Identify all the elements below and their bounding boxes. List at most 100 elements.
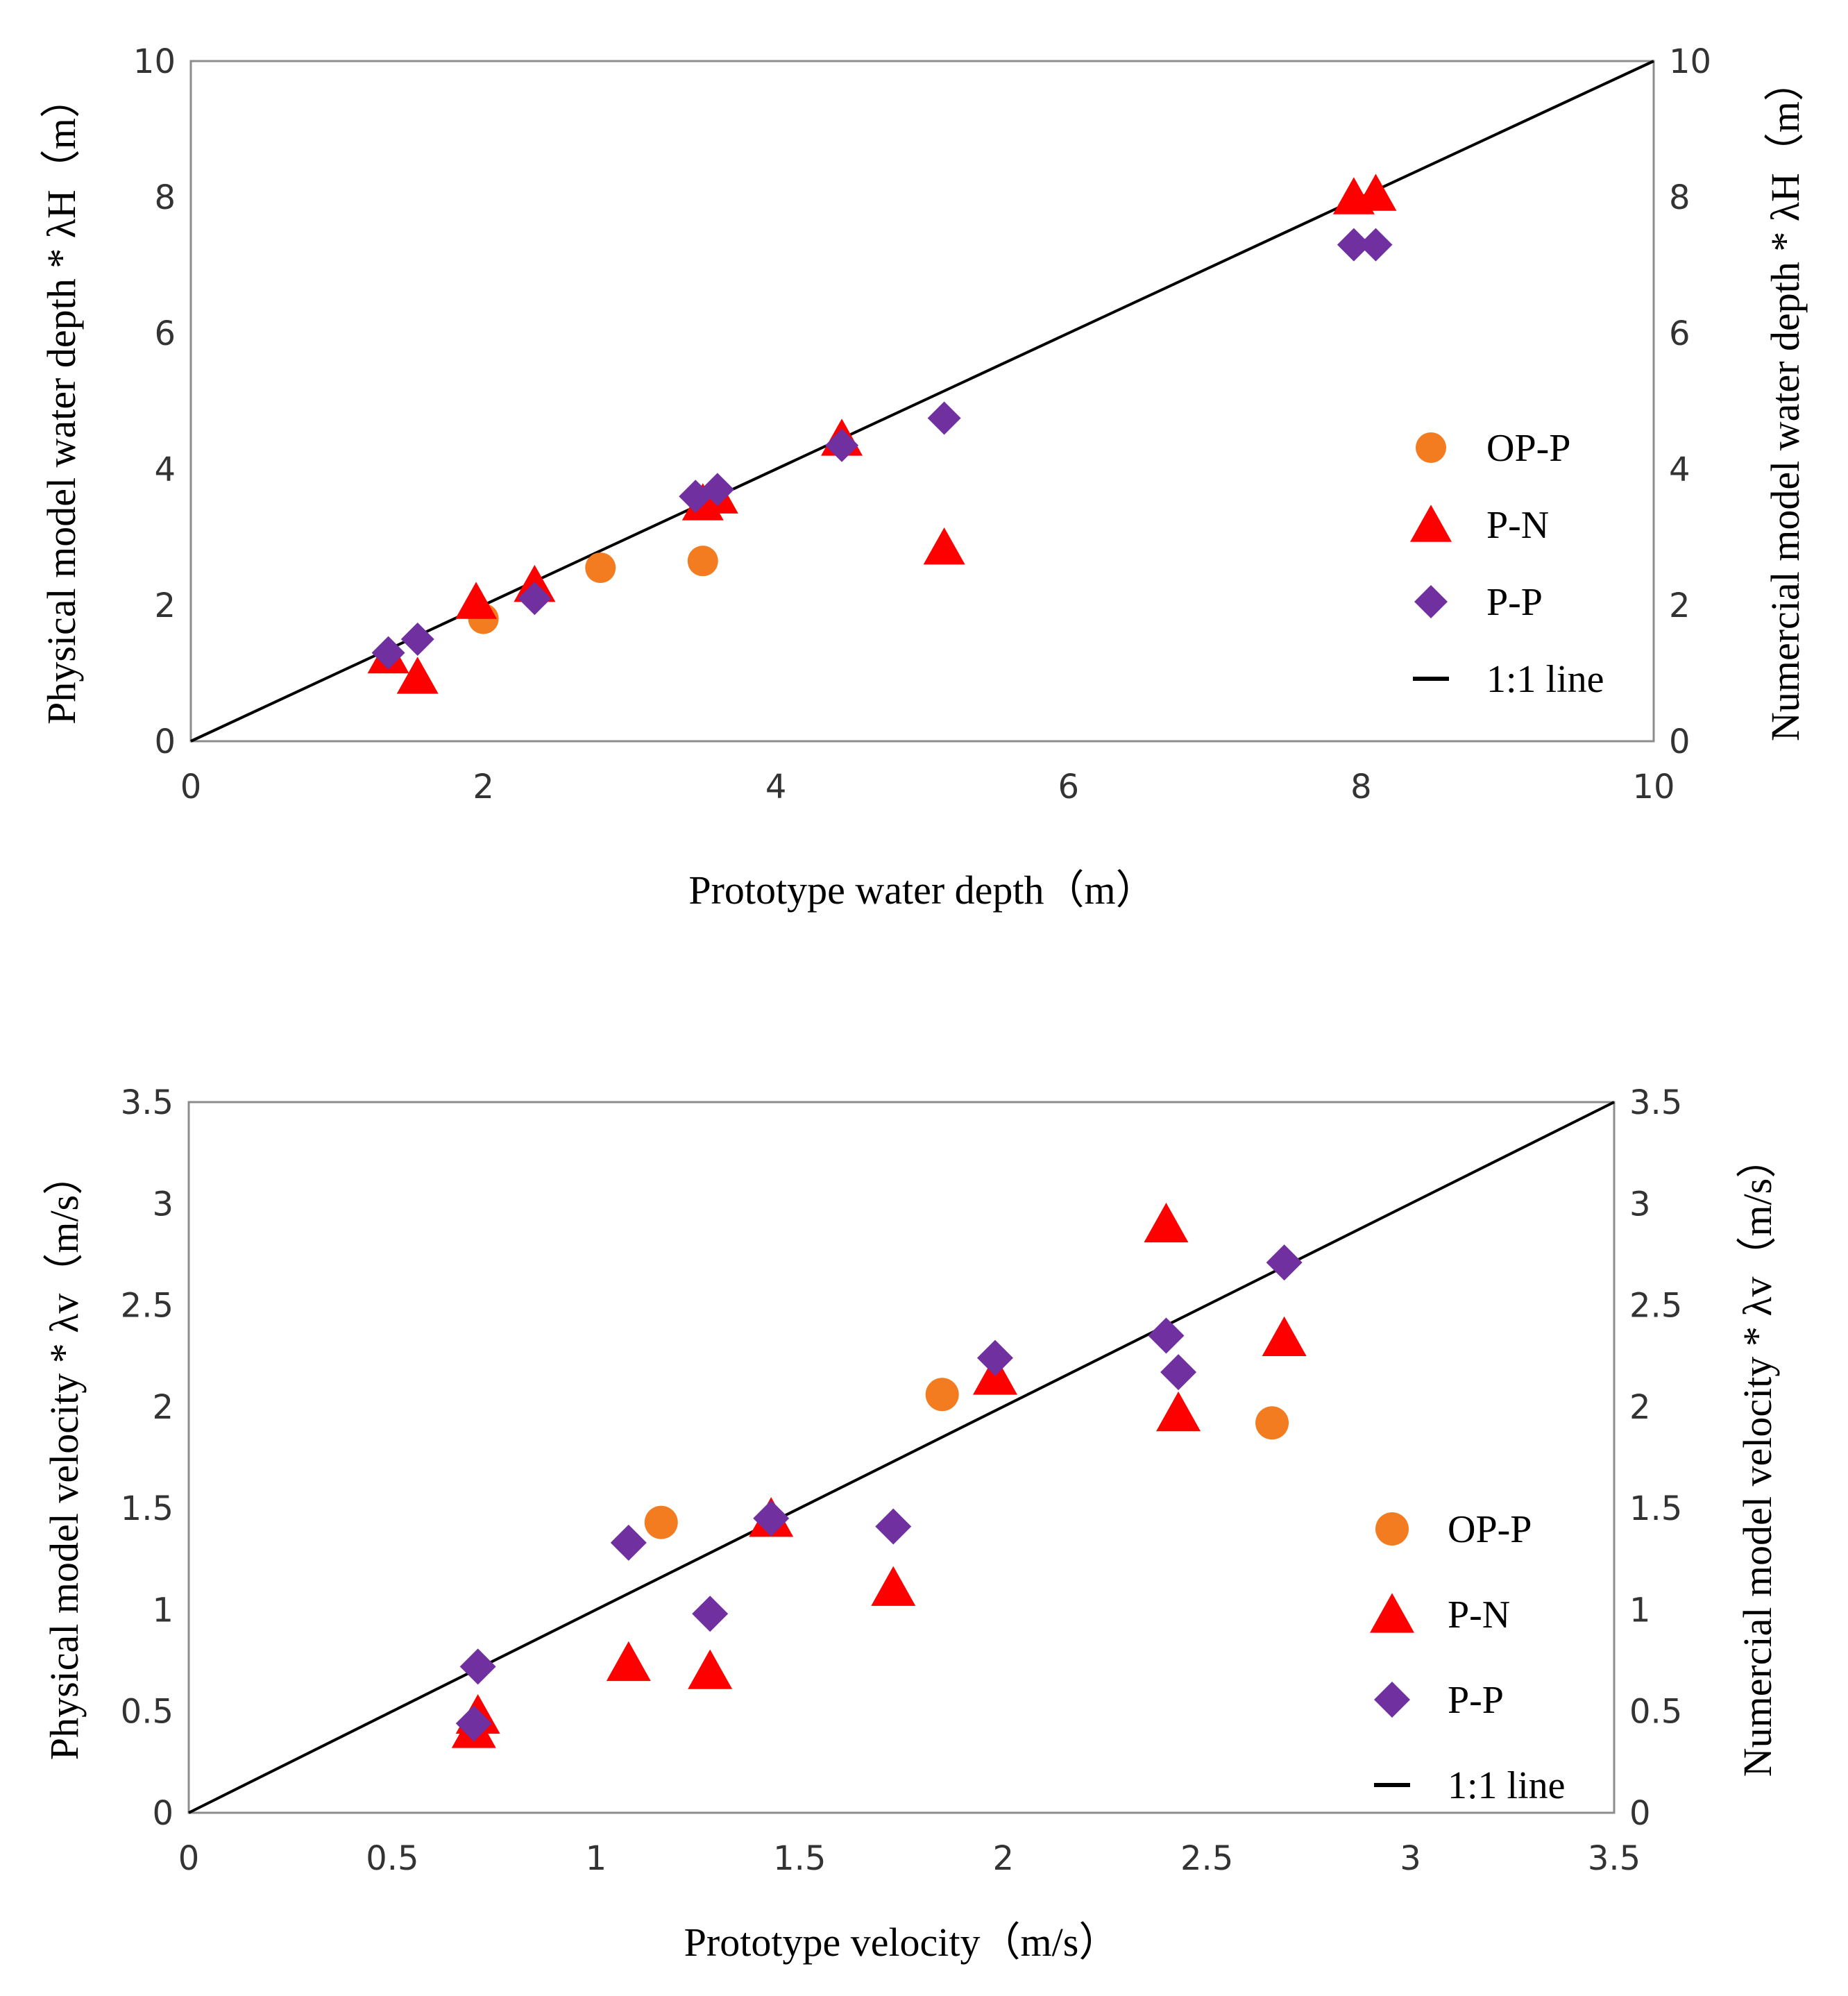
p-p-point bbox=[518, 582, 552, 616]
y-tick-label-left: 10 bbox=[133, 42, 176, 81]
p-p-point bbox=[927, 401, 961, 435]
x-tick-label: 2 bbox=[473, 768, 494, 806]
y-tick-label-left: 1.5 bbox=[121, 1489, 173, 1528]
p-n-point bbox=[1262, 1316, 1307, 1356]
op-p-point bbox=[644, 1505, 678, 1539]
y-tick-label-left: 2 bbox=[152, 1388, 173, 1427]
p-n-point bbox=[688, 1649, 733, 1689]
op-p-point bbox=[925, 1378, 959, 1412]
legend-label: OP-P bbox=[1448, 1508, 1532, 1551]
y-tick-label-left: 0.5 bbox=[121, 1693, 173, 1732]
p-p-point bbox=[692, 1596, 729, 1632]
y-tick-label-right: 2 bbox=[1669, 586, 1690, 625]
x-tick-label: 3.5 bbox=[1588, 1839, 1641, 1878]
legend-marker-p-n bbox=[1370, 1593, 1414, 1633]
y-tick-label-left: 3.5 bbox=[121, 1083, 173, 1122]
p-p-point bbox=[753, 1500, 790, 1537]
p-n-point bbox=[455, 582, 498, 619]
x-tick-label: 10 bbox=[1632, 768, 1675, 806]
legend-label: 1:1 line bbox=[1486, 658, 1604, 701]
y-tick-label-left: 4 bbox=[154, 450, 176, 489]
legend-marker-op-p bbox=[1416, 432, 1446, 463]
p-p-point bbox=[459, 1648, 496, 1685]
y-tick-label-right: 1.5 bbox=[1629, 1489, 1682, 1528]
x-tick-label: 3 bbox=[1400, 1839, 1421, 1878]
x-axis-title: Prototype water depth（m） bbox=[688, 868, 1155, 913]
x-axis-title: Prototype velocity（m/s） bbox=[684, 1920, 1119, 1965]
x-tick-label: 0 bbox=[180, 768, 202, 806]
y-tick-label-left: 0 bbox=[152, 1794, 173, 1833]
y-tick-label-right: 0.5 bbox=[1629, 1693, 1682, 1732]
y-tick-label-right: 0 bbox=[1629, 1794, 1651, 1833]
y-tick-label-right: 2.5 bbox=[1629, 1287, 1682, 1326]
velocity-chart: 0 0.5 1 1.5 2 2.5 3 3.50 00.5 0.51 11.5 1.52 22.5 2.5… bbox=[42, 1083, 1780, 1965]
plot-frame bbox=[189, 60, 1655, 743]
x-tick-label: 8 bbox=[1350, 768, 1372, 806]
legend-label: OP-P bbox=[1486, 427, 1570, 470]
op-p-point bbox=[1255, 1406, 1289, 1440]
x-tick-label: 0 bbox=[178, 1839, 200, 1878]
x-tick-label: 1 bbox=[586, 1839, 607, 1878]
legend: OP-P P-N P-P 1:1 line bbox=[1370, 1508, 1566, 1807]
legend-label: P-N bbox=[1448, 1593, 1510, 1636]
p-p-point bbox=[400, 623, 434, 656]
y-tick-label-right: 4 bbox=[1669, 450, 1690, 489]
y-tick-label-left: 1 bbox=[152, 1591, 173, 1630]
p-p-point bbox=[371, 636, 405, 670]
legend-marker-p-p bbox=[1414, 585, 1448, 618]
x-tick-label: 2 bbox=[992, 1839, 1014, 1878]
y-tick-label-left: 8 bbox=[154, 178, 176, 217]
p-p-point bbox=[976, 1339, 1013, 1376]
p-p-point bbox=[1148, 1317, 1185, 1354]
y-axis-title-left: Physical model velocity * λv（m/s） bbox=[42, 1155, 87, 1760]
p-n-point bbox=[871, 1566, 916, 1606]
y-tick-label-right: 3.5 bbox=[1629, 1083, 1682, 1122]
x-tick-label: 0.5 bbox=[366, 1839, 418, 1878]
legend-label: P-P bbox=[1448, 1679, 1504, 1722]
x-tick-label: 1.5 bbox=[773, 1839, 826, 1878]
y-tick-label-left: 2.5 bbox=[121, 1287, 173, 1326]
y-axis-title-right: Numercial model water depth * λH（m） bbox=[1763, 61, 1808, 741]
legend-marker-p-n bbox=[1410, 505, 1452, 542]
y-tick-label-left: 6 bbox=[154, 314, 176, 353]
y-tick-label-left: 3 bbox=[152, 1185, 173, 1224]
one-to-one-line bbox=[188, 1101, 1615, 1814]
water-depth-chart: 0 2 4 6 8 100 02 24 46 68 810 10 Prototype water de… bbox=[39, 42, 1808, 913]
p-p-point bbox=[455, 1705, 492, 1742]
legend-label: 1:1 line bbox=[1448, 1764, 1566, 1807]
legend-marker-op-p bbox=[1375, 1512, 1409, 1546]
p-n-point bbox=[1355, 174, 1397, 211]
p-p-point bbox=[1266, 1244, 1303, 1281]
legend-marker-p-p bbox=[1374, 1682, 1410, 1718]
one-to-one-line bbox=[190, 60, 1654, 743]
p-p-point bbox=[700, 473, 734, 507]
x-tick-label: 2.5 bbox=[1180, 1839, 1233, 1878]
y-axis-title-left: Physical model water depth * λH（m） bbox=[39, 78, 84, 725]
y-tick-label-right: 8 bbox=[1669, 178, 1690, 217]
y-tick-label-left: 0 bbox=[154, 722, 176, 761]
op-p-point bbox=[687, 545, 718, 577]
op-p-point bbox=[585, 552, 616, 584]
y-tick-label-right: 3 bbox=[1629, 1185, 1651, 1224]
y-tick-label-right: 6 bbox=[1669, 314, 1690, 353]
p-n-point bbox=[396, 657, 439, 694]
y-tick-label-left: 2 bbox=[154, 586, 176, 625]
p-n-point bbox=[1156, 1392, 1201, 1432]
y-tick-label-right: 0 bbox=[1669, 722, 1690, 761]
p-p-point bbox=[875, 1508, 912, 1545]
p-n-point bbox=[606, 1641, 651, 1682]
y-tick-label-right: 1 bbox=[1629, 1591, 1651, 1630]
p-n-point bbox=[1144, 1202, 1189, 1243]
x-tick-label: 6 bbox=[1058, 768, 1080, 806]
x-tick-label: 4 bbox=[765, 768, 787, 806]
legend-label: P-N bbox=[1486, 504, 1549, 547]
p-p-point bbox=[610, 1524, 647, 1561]
p-p-point bbox=[1359, 228, 1393, 262]
p-p-point bbox=[1160, 1354, 1197, 1391]
y-axis-title-right: Numercial model velocity * λv（m/s） bbox=[1735, 1138, 1780, 1777]
legend: OP-P P-N P-P 1:1 line bbox=[1410, 427, 1604, 701]
legend-label: P-P bbox=[1486, 581, 1543, 624]
p-p-point bbox=[825, 428, 859, 462]
plot-frame bbox=[187, 1101, 1616, 1814]
